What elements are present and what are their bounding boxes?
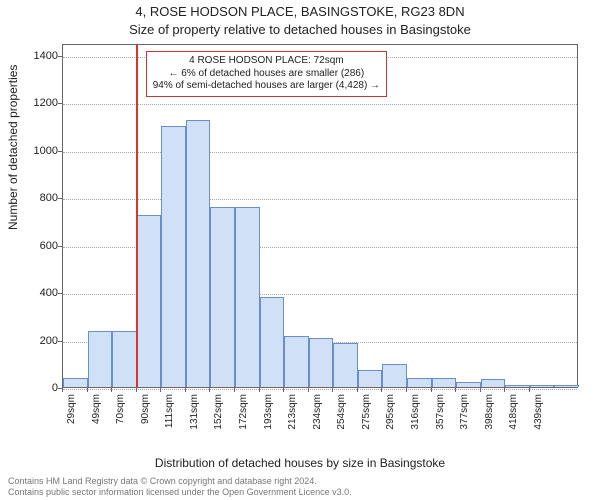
histogram-bar xyxy=(309,338,334,387)
x-tick-label: 418sqm xyxy=(508,394,519,430)
x-tick-label: 316sqm xyxy=(410,394,421,430)
x-tick-mark xyxy=(111,388,112,392)
x-tick-label: 377sqm xyxy=(459,394,470,430)
y-tick-label: 200 xyxy=(18,335,58,347)
histogram-bar xyxy=(235,207,260,387)
x-tick-label: 398sqm xyxy=(484,394,495,430)
y-tick-mark xyxy=(58,246,62,247)
histogram-bar xyxy=(260,297,285,387)
annotation-box: 4 ROSE HODSON PLACE: 72sqm← 6% of detach… xyxy=(146,51,387,97)
gridline xyxy=(63,199,577,200)
x-tick-label: 234sqm xyxy=(312,394,323,430)
y-tick-label: 0 xyxy=(18,382,58,394)
x-tick-label: 90sqm xyxy=(140,394,151,424)
histogram-bar xyxy=(161,126,186,387)
histogram-bar xyxy=(112,331,137,387)
x-tick-mark xyxy=(529,388,530,392)
gridline xyxy=(63,152,577,153)
x-tick-mark xyxy=(62,388,63,392)
histogram-bar xyxy=(186,120,211,387)
x-tick-mark xyxy=(87,388,88,392)
y-tick-label: 400 xyxy=(18,287,58,299)
y-tick-mark xyxy=(58,56,62,57)
x-tick-mark xyxy=(234,388,235,392)
x-tick-label: 172sqm xyxy=(238,394,249,430)
title-sub: Size of property relative to detached ho… xyxy=(0,22,600,37)
x-tick-mark xyxy=(332,388,333,392)
histogram-bar xyxy=(505,385,530,387)
annotation-line: 4 ROSE HODSON PLACE: 72sqm xyxy=(153,55,380,68)
chart-container: 4, ROSE HODSON PLACE, BASINGSTOKE, RG23 … xyxy=(0,0,600,500)
y-tick-label: 1400 xyxy=(18,50,58,62)
histogram-bar xyxy=(137,215,162,387)
x-tick-mark xyxy=(160,388,161,392)
x-tick-label: 193sqm xyxy=(263,394,274,430)
x-axis-label: Distribution of detached houses by size … xyxy=(0,456,600,470)
gridline xyxy=(63,389,577,390)
y-tick-mark xyxy=(58,341,62,342)
histogram-bar xyxy=(554,385,579,387)
histogram-bar xyxy=(63,378,88,387)
y-tick-label: 1000 xyxy=(18,145,58,157)
footer-line1: Contains HM Land Registry data © Crown c… xyxy=(8,476,592,487)
plot-area: 4 ROSE HODSON PLACE: 72sqm← 6% of detach… xyxy=(62,44,578,388)
x-tick-mark xyxy=(185,388,186,392)
x-tick-label: 295sqm xyxy=(385,394,396,430)
x-tick-label: 254sqm xyxy=(336,394,347,430)
marker-line xyxy=(136,45,138,387)
histogram-bar xyxy=(210,207,235,387)
x-tick-mark xyxy=(209,388,210,392)
x-tick-mark xyxy=(259,388,260,392)
y-tick-mark xyxy=(58,103,62,104)
footer-line2: Contains public sector information licen… xyxy=(8,487,592,498)
histogram-bar xyxy=(530,385,555,387)
histogram-bar xyxy=(333,343,358,387)
x-tick-label: 357sqm xyxy=(435,394,446,430)
annotation-line: 94% of semi-detached houses are larger (… xyxy=(153,80,380,93)
y-tick-label: 800 xyxy=(18,192,58,204)
histogram-bar xyxy=(358,370,383,387)
x-tick-mark xyxy=(136,388,137,392)
x-tick-label: 131sqm xyxy=(189,394,200,430)
histogram-bar xyxy=(407,378,432,387)
histogram-bar xyxy=(284,336,309,387)
x-tick-mark xyxy=(480,388,481,392)
y-tick-mark xyxy=(58,198,62,199)
histogram-bar xyxy=(432,378,457,387)
x-tick-mark xyxy=(455,388,456,392)
y-tick-label: 600 xyxy=(18,240,58,252)
y-tick-mark xyxy=(58,151,62,152)
x-tick-mark xyxy=(431,388,432,392)
gridline xyxy=(63,104,577,105)
x-tick-mark xyxy=(357,388,358,392)
histogram-bar xyxy=(456,382,481,387)
x-tick-mark xyxy=(283,388,284,392)
title-main: 4, ROSE HODSON PLACE, BASINGSTOKE, RG23 … xyxy=(0,4,600,19)
x-tick-label: 439sqm xyxy=(533,394,544,430)
x-tick-label: 70sqm xyxy=(115,394,126,424)
y-tick-label: 1200 xyxy=(18,97,58,109)
x-tick-label: 29sqm xyxy=(66,394,77,424)
footer-attribution: Contains HM Land Registry data © Crown c… xyxy=(8,476,592,499)
histogram-bar xyxy=(88,331,113,387)
x-tick-label: 213sqm xyxy=(287,394,298,430)
histogram-bar xyxy=(382,364,407,387)
x-tick-mark xyxy=(381,388,382,392)
x-tick-label: 49sqm xyxy=(91,394,102,424)
histogram-bar xyxy=(481,379,506,387)
y-tick-mark xyxy=(58,293,62,294)
x-tick-label: 275sqm xyxy=(361,394,372,430)
x-tick-label: 111sqm xyxy=(164,394,175,428)
x-tick-mark xyxy=(308,388,309,392)
x-tick-label: 152sqm xyxy=(213,394,224,430)
x-tick-mark xyxy=(406,388,407,392)
annotation-line: ← 6% of detached houses are smaller (286… xyxy=(153,68,380,81)
x-tick-mark xyxy=(504,388,505,392)
